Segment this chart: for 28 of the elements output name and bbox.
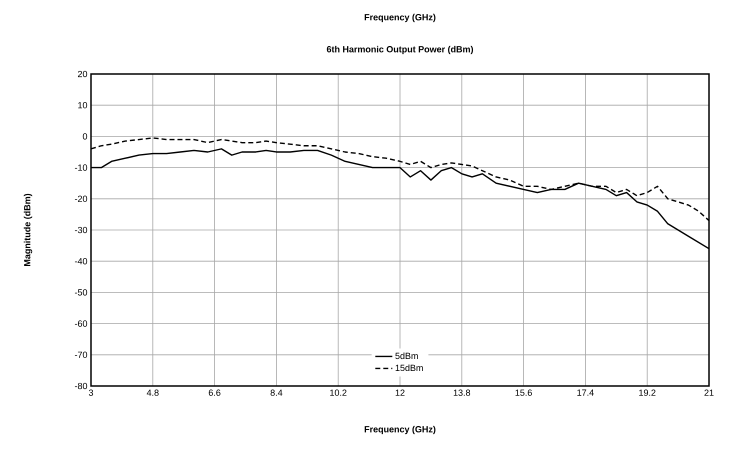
y-tick-label: 10: [78, 102, 88, 108]
x-tick-label: 3: [88, 390, 94, 396]
legend-label: 5dBm: [395, 352, 418, 360]
x-tick-label: 15.6: [516, 390, 532, 396]
y-tick-label: -30: [74, 226, 88, 234]
y-tick-label: 0: [82, 133, 88, 140]
x-tick-label: 19.2: [639, 390, 656, 396]
x-tick-label: 4.8: [146, 390, 159, 396]
y-tick-label: -70: [74, 352, 88, 358]
y-tick-label: -80: [74, 382, 88, 390]
x-tick-label: 10.2: [330, 390, 346, 396]
x-tick-label: 13.8: [454, 390, 470, 396]
x-tick-label: 12: [396, 390, 405, 396]
y-tick-label: -10: [74, 164, 88, 171]
x-tick-label: 6.6: [208, 390, 220, 396]
x-axis-title: Frequency (GHz): [364, 426, 436, 434]
x-tick-label: 21: [704, 390, 714, 396]
y-tick-label: 20: [78, 70, 88, 78]
chart-subtitle: 6th Harmonic Output Power (dBm): [326, 46, 474, 54]
y-tick-label: -60: [74, 320, 88, 327]
x-tick-label: 17.4: [577, 390, 594, 396]
y-tick-label: -40: [74, 258, 88, 264]
x-tick-label: 8.4: [270, 390, 282, 396]
y-tick-label: -20: [74, 196, 88, 202]
chart-title: Frequency (GHz): [364, 14, 436, 22]
legend-label: 15dBm: [396, 364, 423, 372]
y-axis-title: Magnitude (dBm): [24, 194, 32, 266]
y-tick-label: -50: [74, 289, 88, 296]
